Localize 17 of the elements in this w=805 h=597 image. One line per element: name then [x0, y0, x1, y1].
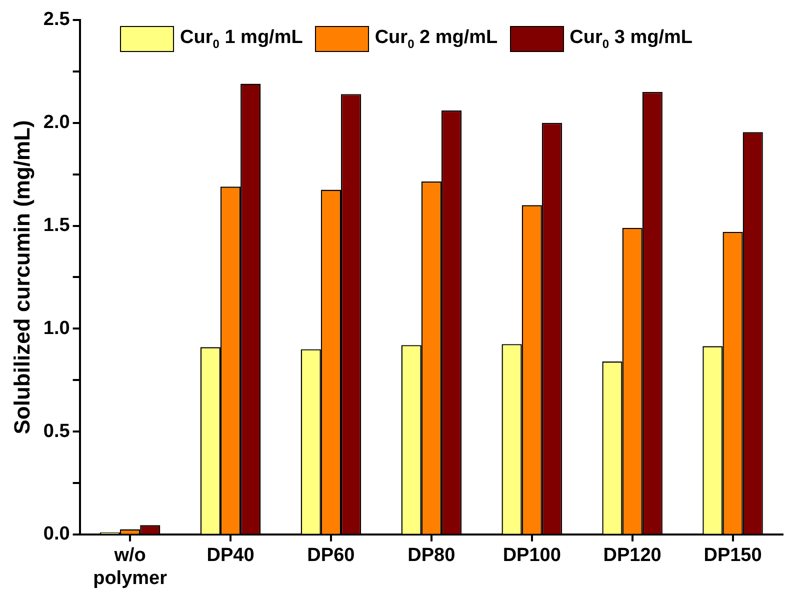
- y-tick-label: 2.0: [43, 112, 70, 134]
- y-tick-label: 1.0: [43, 318, 70, 339]
- y-tick-label: 0.5: [43, 420, 70, 442]
- y-tick-label: 0.0: [43, 524, 70, 545]
- x-tick-label: DP120: [603, 545, 662, 566]
- y-axis-title: Solubilized curcumin (mg/mL): [9, 120, 34, 434]
- x-tick-label: DP100: [502, 545, 561, 566]
- x-tick-label: DP40: [206, 545, 254, 566]
- y-tick-label: 2.5: [43, 9, 70, 30]
- x-tick-label: DP80: [408, 545, 456, 566]
- legend-label: Cur$_{0}$ 1 mg/mL: [180, 27, 303, 51]
- x-tick-label: w/o polymer: [93, 545, 168, 589]
- x-tick-label: DP60: [307, 545, 355, 566]
- legend-label: Cur$_{0}$ 2 mg/mL: [374, 27, 498, 51]
- legend-label: Cur$_{0}$ 3 mg/mL: [570, 27, 692, 51]
- y-tick-label: 1.5: [43, 214, 70, 236]
- x-tick-label: DP150: [704, 545, 762, 566]
